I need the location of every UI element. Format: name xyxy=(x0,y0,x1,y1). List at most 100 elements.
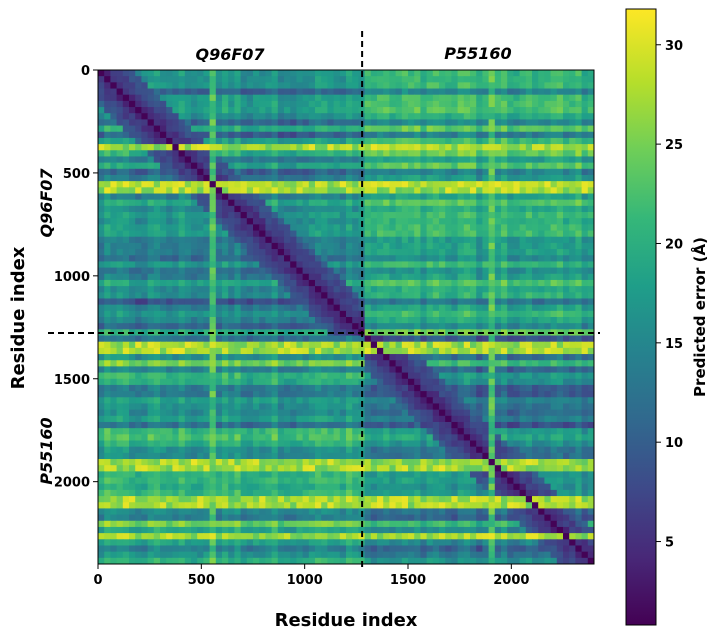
heatmap-cell xyxy=(271,360,279,367)
heatmap-cell xyxy=(178,100,186,108)
heatmap-cell xyxy=(203,366,211,374)
heatmap-cell xyxy=(587,347,594,355)
heatmap-cell xyxy=(321,168,328,176)
heatmap-cell xyxy=(346,125,353,133)
heatmap-cell xyxy=(122,415,130,423)
heatmap-cell xyxy=(290,100,297,108)
heatmap-cell xyxy=(346,261,353,269)
heatmap-cell xyxy=(408,199,415,207)
heatmap-cell xyxy=(166,131,173,139)
heatmap-cell xyxy=(507,409,514,417)
heatmap-cell xyxy=(581,428,589,435)
heatmap-cell xyxy=(488,421,496,429)
heatmap-cell xyxy=(463,224,471,232)
heatmap-cell xyxy=(302,440,310,448)
heatmap-cell xyxy=(370,100,378,108)
heatmap-cell xyxy=(550,434,558,442)
heatmap-cell xyxy=(172,378,180,386)
heatmap-cell xyxy=(135,391,142,398)
heatmap-cell xyxy=(228,156,235,164)
heatmap-cell xyxy=(116,310,124,318)
heatmap-cell xyxy=(284,144,291,151)
heatmap-cell xyxy=(501,372,508,380)
heatmap-cell xyxy=(246,82,254,90)
heatmap-cell xyxy=(321,205,328,213)
heatmap-cell xyxy=(203,347,211,355)
heatmap-cell xyxy=(476,384,483,392)
heatmap-cell xyxy=(352,434,359,442)
heatmap-cell xyxy=(135,434,142,442)
heatmap-cell xyxy=(463,199,471,207)
heatmap-cell xyxy=(414,224,421,232)
heatmap-cell xyxy=(352,100,359,108)
heatmap-cell xyxy=(327,434,335,442)
heatmap-cell xyxy=(339,279,347,287)
heatmap-cell xyxy=(339,273,347,281)
heatmap-cell xyxy=(228,82,235,90)
heatmap-cell xyxy=(178,144,186,151)
heatmap-cell xyxy=(587,199,594,207)
heatmap-cell xyxy=(513,162,521,170)
heatmap-cell xyxy=(451,341,459,349)
heatmap-cell xyxy=(556,168,564,176)
heatmap-cell xyxy=(284,70,291,77)
heatmap-cell xyxy=(445,323,452,330)
heatmap-cell xyxy=(271,452,279,460)
heatmap-cell xyxy=(358,434,366,442)
heatmap-cell xyxy=(346,415,353,423)
heatmap-cell xyxy=(569,205,576,213)
heatmap-cell xyxy=(420,428,428,435)
heatmap-cell xyxy=(525,409,533,417)
heatmap-cell xyxy=(129,249,136,256)
heatmap-cell xyxy=(525,82,533,90)
heatmap-cell xyxy=(414,347,421,355)
heatmap-cell xyxy=(222,137,229,145)
heatmap-cell xyxy=(246,113,254,120)
heatmap-cell xyxy=(228,434,235,442)
heatmap-cell xyxy=(525,168,533,176)
heatmap-cell xyxy=(364,218,372,225)
heatmap-cell xyxy=(116,242,124,250)
heatmap-cell xyxy=(197,279,204,287)
heatmap-cell xyxy=(470,199,477,207)
heatmap-cell xyxy=(129,100,136,108)
heatmap-cell xyxy=(389,360,397,367)
heatmap-cell xyxy=(519,119,527,127)
heatmap-cell xyxy=(191,317,198,324)
heatmap-cell xyxy=(209,131,217,139)
heatmap-cell xyxy=(321,323,328,330)
heatmap-cell xyxy=(395,193,403,201)
heatmap-cell xyxy=(122,218,130,225)
heatmap-cell xyxy=(587,224,594,232)
heatmap-cell xyxy=(556,378,564,386)
heatmap-cell xyxy=(191,403,198,411)
heatmap-cell xyxy=(482,88,490,96)
heatmap-cell xyxy=(501,212,508,219)
heatmap-cell xyxy=(575,446,583,454)
heatmap-cell xyxy=(494,354,502,361)
heatmap-cell xyxy=(408,279,415,287)
heatmap-cell xyxy=(457,415,465,423)
heatmap-cell xyxy=(284,372,291,380)
heatmap-cell xyxy=(581,218,589,225)
heatmap-cell xyxy=(129,403,136,411)
heatmap-cell xyxy=(228,286,235,293)
heatmap-cell xyxy=(581,310,589,318)
heatmap-cell xyxy=(246,304,254,312)
heatmap-cell xyxy=(426,273,434,281)
heatmap-cell xyxy=(98,212,105,219)
heatmap-cell xyxy=(575,354,583,361)
heatmap-cell xyxy=(104,421,111,429)
heatmap-cell xyxy=(302,187,310,195)
heatmap-cell xyxy=(253,366,260,374)
heatmap-cell xyxy=(135,230,142,238)
heatmap-cell xyxy=(147,76,155,83)
heatmap-cell xyxy=(290,230,297,238)
heatmap-cell xyxy=(587,323,594,330)
heatmap-cell xyxy=(439,187,446,195)
heatmap-cell xyxy=(222,347,229,355)
heatmap-cell xyxy=(228,212,235,219)
heatmap-cell xyxy=(302,76,310,83)
heatmap-cell xyxy=(222,317,229,324)
heatmap-cell xyxy=(352,242,359,250)
